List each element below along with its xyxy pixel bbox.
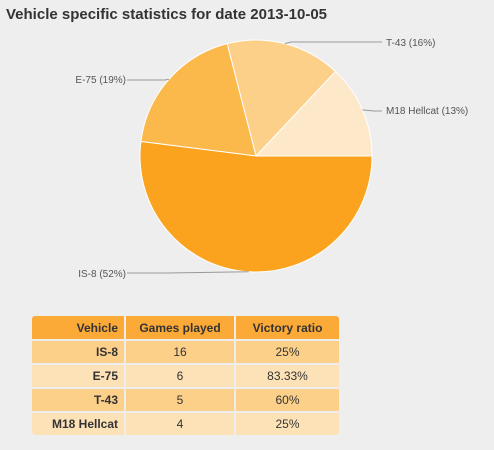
pie-slice-m18-hellcat	[254, 70, 373, 157]
table-row: E-75 6 83.33%	[32, 364, 339, 389]
cell-games-played: 16	[125, 340, 236, 365]
pie-slice-is-8	[139, 140, 373, 273]
header-games-played: Games played	[125, 316, 236, 341]
pie-slice-t-43	[226, 39, 337, 158]
pie-slice-e-75	[140, 43, 257, 157]
header-victory-ratio: Victory ratio	[235, 316, 339, 341]
slice-label-is-8: IS-8 (52%)	[78, 269, 126, 280]
table-header-row: Vehicle Games played Victory ratio	[32, 316, 339, 341]
cell-victory-ratio: 25%	[235, 340, 339, 365]
vehicle-stats-table: Vehicle Games played Victory ratio IS-8 …	[32, 316, 339, 435]
slice-label-e-75: E-75 (19%)	[75, 75, 126, 86]
cell-vehicle: M18 Hellcat	[32, 412, 126, 435]
cell-victory-ratio: 60%	[235, 388, 339, 413]
cell-vehicle: E-75	[32, 364, 126, 389]
leader-line-t-43	[284, 41, 382, 45]
cell-games-played: 6	[125, 364, 236, 389]
slice-label-t-43: T-43 (16%)	[386, 38, 435, 49]
cell-victory-ratio: 83.33%	[235, 364, 339, 389]
cell-victory-ratio: 25%	[235, 412, 339, 435]
cell-games-played: 5	[125, 388, 236, 413]
leader-line-is-8	[127, 271, 249, 274]
leader-line-m18-hellcat	[362, 109, 382, 112]
leader-line-e-75	[127, 78, 170, 81]
cell-games-played: 4	[125, 412, 236, 435]
table-row: M18 Hellcat 4 25%	[32, 412, 339, 435]
table-row: IS-8 16 25%	[32, 340, 339, 365]
cell-vehicle: IS-8	[32, 340, 126, 365]
slice-label-m18-hellcat: M18 Hellcat (13%)	[386, 106, 468, 117]
table-row: T-43 5 60%	[32, 388, 339, 413]
cell-vehicle: T-43	[32, 388, 126, 413]
pie-chart: M18 Hellcat (13%) T-43 (16%) E-75 (19%) IS-…	[75, 38, 468, 280]
header-vehicle: Vehicle	[32, 316, 126, 341]
page-title: Vehicle specific statistics for date 201…	[6, 6, 327, 23]
